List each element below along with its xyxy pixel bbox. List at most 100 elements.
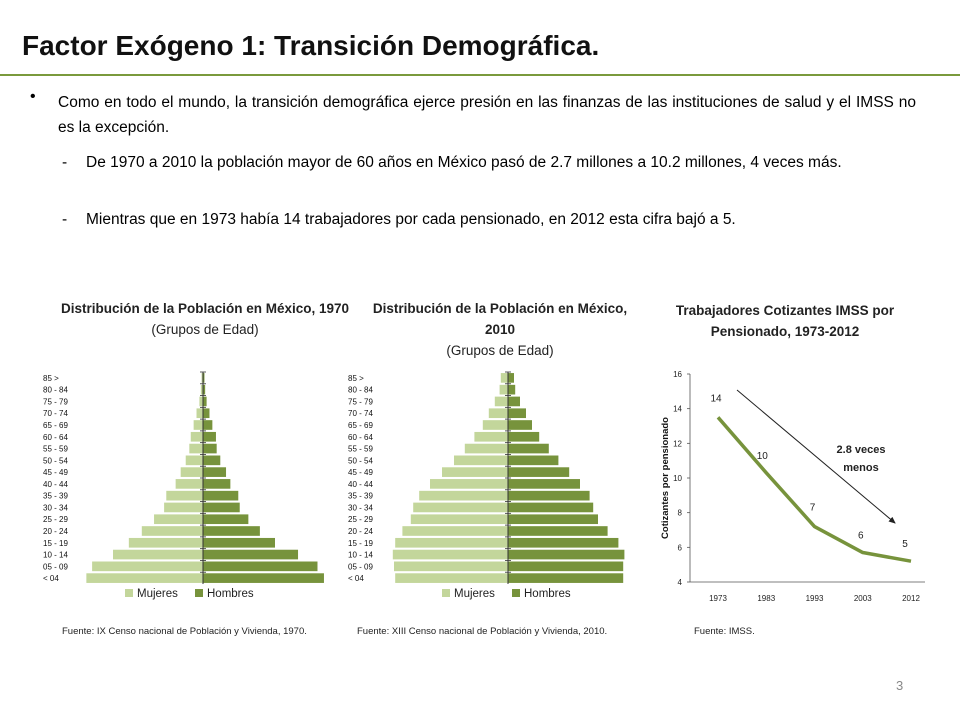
bar-mujeres-25 - 29: [154, 514, 203, 525]
age-label: 70 - 74: [43, 409, 68, 418]
bar-hombres-60 - 64: [508, 431, 540, 442]
bar-mujeres-< 04: [395, 573, 508, 583]
y-tick-label: 12: [673, 439, 682, 448]
age-label: 05 - 09: [348, 562, 373, 571]
bar-hombres-85 >: [203, 373, 205, 383]
bar-mujeres-50 - 54: [185, 455, 203, 466]
bar-mujeres-65 - 69: [482, 420, 508, 430]
data-label: 5: [902, 539, 908, 550]
subbullet-dash-2: -: [62, 211, 68, 228]
source-2010: Fuente: XIII Censo nacional de Población…: [357, 626, 608, 637]
bar-hombres-35 - 39: [203, 490, 239, 501]
age-label: 35 - 39: [348, 492, 373, 501]
age-label: 35 - 39: [43, 492, 68, 501]
bar-hombres-70 - 74: [508, 408, 526, 419]
data-label: 6: [858, 531, 864, 542]
bar-hombres-80 - 84: [508, 384, 516, 395]
bar-hombres-40 - 44: [508, 479, 580, 489]
age-label: 20 - 24: [348, 527, 373, 536]
chart-imss-title: Trabajadores Cotizantes IMSS por Pension…: [675, 303, 895, 339]
bar-mujeres-80 - 84: [200, 384, 203, 395]
bar-hombres-25 - 29: [203, 514, 249, 525]
bar-hombres-05 - 09: [508, 561, 624, 572]
title-rule: [0, 74, 960, 76]
bar-mujeres-70 - 74: [196, 408, 203, 419]
bar-mujeres-10 - 14: [392, 549, 508, 560]
chart-2010-title: Distribución de la Población en México, …: [365, 298, 635, 361]
age-label: 80 - 84: [43, 386, 68, 395]
y-tick-label: 6: [678, 543, 683, 552]
bar-mujeres-85 >: [500, 373, 508, 383]
age-label: 10 - 14: [348, 551, 373, 560]
bar-mujeres-45 - 49: [442, 467, 508, 477]
bar-mujeres-05 - 09: [394, 561, 508, 572]
main-bullet-text: Como en todo el mundo, la transición dem…: [58, 94, 916, 136]
data-label: 10: [757, 451, 769, 462]
x-tick-label: 2003: [854, 594, 872, 603]
bar-hombres-15 - 19: [203, 537, 275, 548]
age-label: 15 - 19: [43, 539, 68, 548]
age-label: 80 - 84: [348, 386, 373, 395]
legend-label-mujeres: Mujeres: [137, 588, 178, 600]
bar-mujeres-40 - 44: [430, 479, 508, 489]
bar-mujeres-30 - 34: [413, 502, 508, 513]
x-tick-label: 1983: [757, 594, 775, 603]
bar-mujeres-45 - 49: [180, 467, 203, 477]
bar-hombres-60 - 64: [203, 431, 216, 442]
bar-hombres-85 >: [508, 373, 514, 383]
data-label: 7: [810, 503, 816, 514]
legend-swatch-hombres: [195, 589, 203, 597]
y-axis-label: Cotizantes por pensionado: [660, 417, 671, 539]
bar-mujeres-05 - 09: [92, 561, 203, 572]
age-label: 45 - 49: [348, 468, 373, 477]
bar-hombres-45 - 49: [508, 467, 570, 477]
legend-label-mujeres: Mujeres: [454, 588, 495, 600]
chart-1970-subtitle: (Grupos de Edad): [151, 322, 259, 337]
subbullet-2: Mientras que en 1973 había 14 trabajador…: [86, 211, 736, 228]
age-label: 10 - 14: [43, 551, 68, 560]
age-label: 85 >: [43, 374, 59, 383]
annotation-arrow: [736, 389, 896, 524]
y-tick-label: 10: [673, 474, 682, 483]
y-tick-label: 16: [673, 370, 682, 379]
bar-hombres-50 - 54: [508, 455, 559, 466]
page-number: 3: [896, 678, 904, 693]
age-label: 55 - 59: [348, 445, 373, 454]
age-label: 65 - 69: [43, 421, 68, 430]
bar-mujeres-65 - 69: [193, 420, 203, 430]
age-label: 45 - 49: [43, 468, 68, 477]
bar-hombres-45 - 49: [203, 467, 227, 477]
chart-2010-title-text: Distribución de la Población en México, …: [372, 301, 628, 337]
bar-mujeres-25 - 29: [410, 514, 508, 525]
legend-swatch-mujeres: [125, 589, 133, 597]
pyramid-chart-2010: < 04 05 - 09 10 - 14 15 - 19 20 - 24 25 - 29 3…: [348, 371, 625, 600]
age-label: 40 - 44: [348, 480, 373, 489]
bar-hombres-10 - 14: [203, 549, 299, 560]
bar-hombres-65 - 69: [203, 420, 213, 430]
y-tick-label: 14: [673, 405, 682, 414]
age-label: 40 - 44: [43, 480, 68, 489]
bar-hombres-20 - 24: [203, 526, 260, 536]
chart-2010-subtitle: (Grupos de Edad): [446, 343, 554, 358]
chart-1970-title: Distribución de la Población en México, …: [60, 298, 350, 340]
bar-mujeres-35 - 39: [166, 490, 203, 501]
age-label: 55 - 59: [43, 445, 68, 454]
age-label: 75 - 79: [43, 397, 68, 406]
chart-1970-title-text: Distribución de la Población en México, …: [60, 301, 350, 316]
bar-hombres-50 - 54: [203, 455, 221, 466]
legend-swatch-mujeres: [442, 589, 450, 597]
bar-hombres-75 - 79: [508, 396, 520, 407]
pyramid-chart-1970: < 04 05 - 09 10 - 14 15 - 19 20 - 24 25 - 29 3…: [43, 371, 324, 600]
bar-hombres-< 04: [203, 573, 324, 583]
bar-mujeres-55 - 59: [189, 443, 203, 454]
bar-hombres-40 - 44: [203, 479, 231, 489]
bar-mujeres-20 - 24: [141, 526, 203, 536]
age-label: < 04: [43, 574, 59, 583]
age-label: 30 - 34: [43, 503, 68, 512]
legend-label-hombres: Hombres: [207, 588, 254, 600]
x-tick-label: 1973: [709, 594, 727, 603]
age-label: 25 - 29: [43, 515, 68, 524]
series-line: [716, 416, 912, 563]
bar-mujeres-75 - 79: [199, 396, 203, 407]
age-label: 60 - 64: [43, 433, 68, 442]
